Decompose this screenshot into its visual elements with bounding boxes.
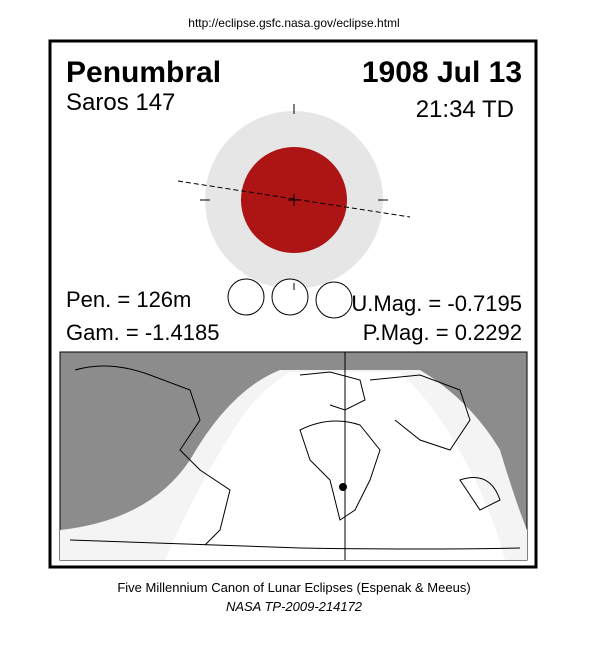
eclipse-type: Penumbral xyxy=(66,56,221,89)
time: 21:34 TD xyxy=(416,96,514,123)
saros: Saros 147 xyxy=(66,89,175,116)
moon-path xyxy=(177,180,411,218)
umag: U.Mag. = -0.7195 xyxy=(351,291,522,316)
map xyxy=(59,351,528,561)
url: http://eclipse.gsfc.nasa.gov/eclipse.htm… xyxy=(188,16,399,30)
footer-line2: NASA TP-2009-214172 xyxy=(226,599,363,614)
footer-line1: Five Millennium Canon of Lunar Eclipses … xyxy=(117,580,470,595)
date: 1908 Jul 13 xyxy=(362,56,522,89)
pmag: P.Mag. = 0.2292 xyxy=(363,320,522,345)
shadow-diagram xyxy=(177,104,411,296)
gam: Gam. = -1.4185 xyxy=(66,320,219,345)
moon-phases xyxy=(227,278,353,319)
pen: Pen. = 126m xyxy=(66,287,191,312)
